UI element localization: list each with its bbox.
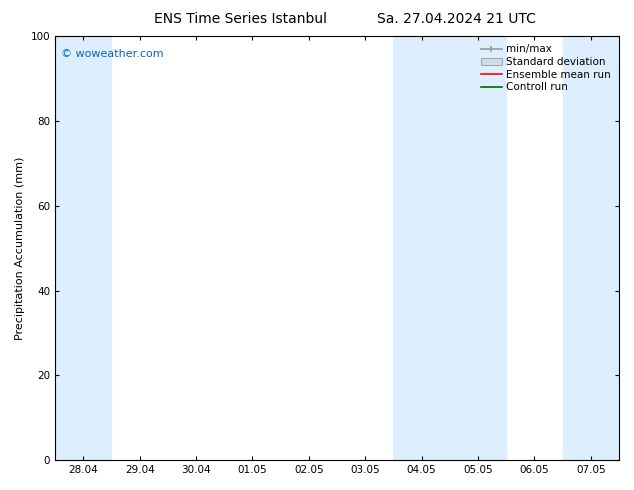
Legend: min/max, Standard deviation, Ensemble mean run, Controll run: min/max, Standard deviation, Ensemble me… [478,41,614,96]
Y-axis label: Precipitation Accumulation (mm): Precipitation Accumulation (mm) [15,156,25,340]
Text: Sa. 27.04.2024 21 UTC: Sa. 27.04.2024 21 UTC [377,12,536,26]
Text: ENS Time Series Istanbul: ENS Time Series Istanbul [155,12,327,26]
Text: © woweather.com: © woweather.com [61,49,164,59]
Bar [55,36,112,460]
Bar [394,36,506,460]
Bar [562,36,619,460]
